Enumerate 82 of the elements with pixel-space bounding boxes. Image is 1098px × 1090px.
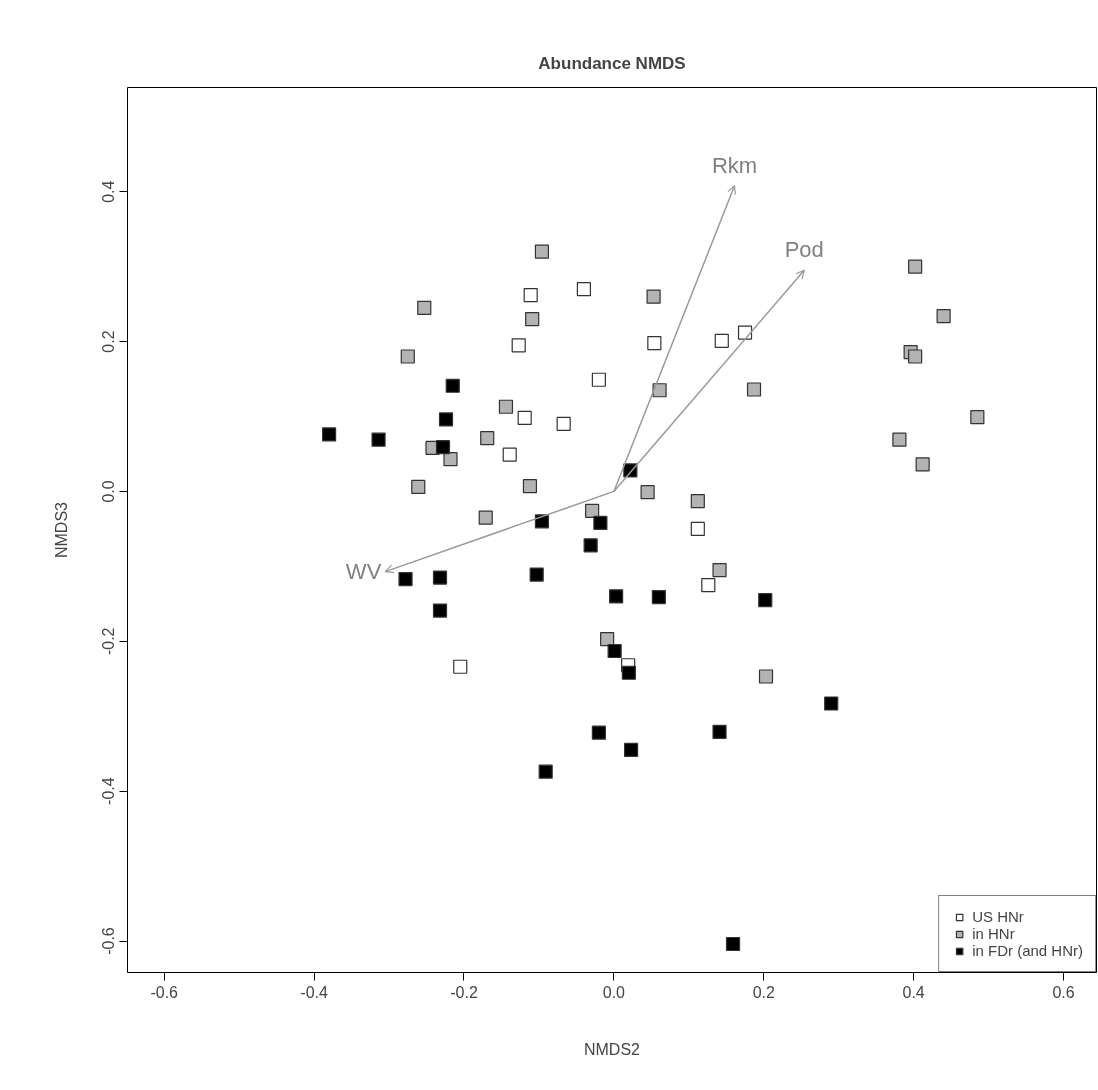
chart-title: Abundance NMDS (538, 53, 686, 73)
point (556, 416, 571, 432)
series-label: Rkm (711, 152, 758, 178)
point (908, 349, 923, 364)
y-tick-label: 0.0 (100, 480, 118, 503)
point (647, 335, 662, 351)
point (609, 589, 624, 604)
x-axis-title: NMDS2 (584, 1040, 641, 1058)
point (538, 764, 553, 779)
point (652, 383, 667, 398)
point (714, 333, 729, 348)
point (517, 410, 532, 426)
point (478, 510, 493, 525)
point (908, 259, 923, 274)
point (453, 659, 468, 674)
x-tick-label: -0.4 (300, 983, 328, 1001)
point (915, 457, 930, 472)
point (690, 521, 705, 536)
point (523, 287, 538, 303)
x-tick-label: 0.2 (752, 983, 775, 1001)
point (746, 382, 762, 397)
point (398, 571, 413, 587)
point (321, 427, 337, 442)
point (892, 432, 907, 447)
point (621, 665, 636, 680)
point (529, 567, 544, 582)
point (445, 378, 460, 393)
legend-label: in FDr (and HNr) (972, 942, 1083, 959)
point (534, 244, 550, 259)
point (576, 281, 591, 297)
point (502, 447, 517, 462)
point (970, 410, 985, 425)
point (712, 562, 727, 578)
series-label: WV (345, 559, 382, 585)
point (824, 696, 839, 711)
point (400, 349, 415, 364)
point (651, 589, 666, 605)
point (522, 479, 538, 494)
y-tick-label: -0.6 (100, 927, 118, 955)
point (583, 538, 598, 553)
point (737, 325, 753, 340)
point (591, 725, 606, 740)
point (600, 631, 615, 647)
point (591, 372, 606, 387)
point (758, 592, 773, 608)
legend-label: US HNr (972, 908, 1024, 925)
point (438, 412, 454, 427)
y-tick-label: 0.4 (100, 180, 118, 203)
point (690, 494, 705, 509)
point (432, 603, 448, 618)
legend-label: in HNr (972, 925, 1015, 942)
point (498, 399, 514, 414)
point (511, 338, 526, 353)
point (607, 643, 622, 659)
point (417, 300, 432, 315)
point (758, 669, 774, 684)
point (411, 479, 426, 495)
point (443, 452, 458, 467)
x-tick-label: 0.4 (902, 983, 925, 1001)
point (435, 440, 451, 455)
y-tick-label: 0.2 (100, 330, 118, 353)
point (646, 289, 661, 304)
x-tick-label: 0.0 (602, 983, 626, 1001)
point (725, 936, 741, 952)
x-tick-label: -0.2 (450, 983, 478, 1001)
series-label: Pod (784, 237, 824, 263)
x-tick-label: -0.6 (150, 983, 179, 1001)
point (640, 485, 655, 500)
point (525, 311, 540, 327)
point (432, 570, 448, 585)
point (371, 432, 386, 447)
point (936, 308, 951, 324)
point (593, 515, 608, 530)
point (585, 503, 600, 518)
point (712, 724, 727, 740)
y-axis-title: NMDS3 (52, 501, 70, 558)
y-tick-label: -0.2 (100, 627, 118, 656)
x-tick-label: 0.6 (1052, 983, 1075, 1001)
y-tick-label: -0.4 (100, 777, 118, 805)
point (701, 577, 716, 593)
point (480, 431, 495, 446)
point (624, 742, 639, 758)
